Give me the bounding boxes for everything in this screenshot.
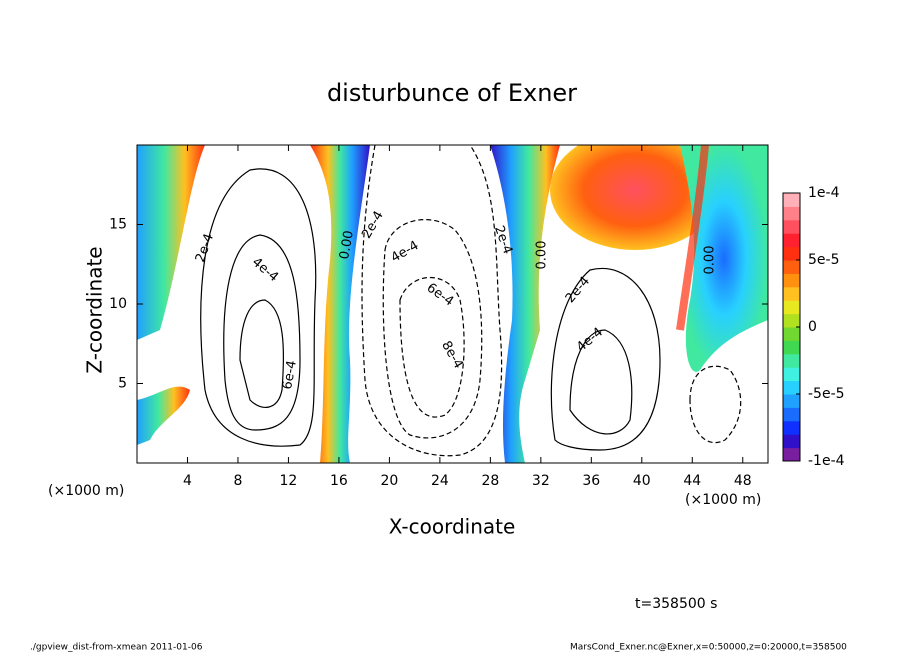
contour-label: 8e-4 (438, 339, 466, 372)
contour-label: 2e-4 (359, 209, 387, 242)
colorbar-band (783, 300, 800, 315)
field-region (310, 145, 370, 463)
colorbar-band (783, 327, 800, 341)
field-region (137, 145, 205, 340)
x-unit: (×1000 m) (48, 483, 124, 499)
y-tick-label: 15 (109, 217, 127, 233)
x-tick-label: 20 (380, 473, 398, 489)
colorbar-band (783, 219, 800, 234)
colorbar-band (783, 434, 800, 449)
time-label: t=358500 s (635, 596, 717, 612)
x-tick-label: 48 (734, 473, 752, 489)
x-tick-label: 28 (481, 473, 499, 489)
colorbar-band (783, 447, 800, 462)
colorbar-band (783, 353, 800, 368)
footer-right: MarsCond_Exner.nc@Exner,x=0:50000,z=0:20… (570, 643, 847, 653)
y-tick-label: 5 (118, 376, 127, 392)
colorbar-band (783, 394, 800, 408)
colorbar-tick-label: -5e-5 (808, 386, 845, 402)
colorbar-band (783, 260, 800, 274)
colorbar-band (783, 273, 800, 288)
y-tick-label: 10 (109, 296, 127, 312)
x-tick-label: 24 (431, 473, 449, 489)
field-region (137, 386, 190, 445)
colorbar-band (783, 286, 800, 301)
colorbar-band (783, 407, 800, 422)
contour-label: 6e-4 (280, 359, 300, 390)
x-tick-label: 16 (330, 473, 348, 489)
x-tick-label: 12 (280, 473, 298, 489)
colorbar-band (783, 233, 800, 248)
field-region (490, 145, 560, 463)
colorbar-band (783, 380, 800, 395)
colorbar-band (783, 206, 800, 221)
field (137, 145, 768, 463)
colorbar-tick-label: 1e-4 (808, 185, 840, 201)
colorbar-band (783, 193, 800, 207)
colorbar-band (783, 340, 800, 355)
x-tick-label: 36 (582, 473, 600, 489)
contour-lines (200, 168, 661, 451)
x-axis-title: X-coordinate (389, 515, 516, 539)
y-axis-title: Z-coordinate (83, 246, 107, 373)
x-tick-label: 44 (683, 473, 701, 489)
contour-label: 2e-4 (193, 232, 217, 265)
colorbar-band (783, 367, 800, 382)
contour-label: 0.00 (535, 241, 550, 270)
colorbar-band (783, 420, 800, 435)
x-tick-label: 8 (233, 473, 242, 489)
contour-label: 4e-4 (574, 325, 606, 355)
colorbar-tick-label: -1e-4 (808, 453, 845, 469)
contour-label: 2e-4 (563, 274, 593, 306)
x-tick-label: 40 (633, 473, 651, 489)
x-unit: (×1000 m) (685, 492, 761, 508)
contour-label: 4e-4 (389, 238, 422, 266)
contour-label: 6e-4 (424, 280, 457, 309)
colorbar-tick-label: 0 (808, 319, 817, 335)
x-tick-label: 4 (183, 473, 192, 489)
contour-lines (361, 145, 742, 457)
field-region (676, 145, 709, 331)
colorbar-band (783, 313, 800, 328)
colorbar-band (783, 246, 800, 261)
contour-label: 4e-4 (249, 255, 281, 285)
field-region (550, 145, 720, 250)
x-tick-label: 32 (532, 473, 550, 489)
colorbar-tick-label: 5e-5 (808, 252, 839, 268)
contour-label: 0.00 (703, 246, 718, 275)
contour-label: 0.00 (337, 229, 357, 260)
chart-title: disturbunce of Exner (327, 79, 577, 107)
footer-left: ./gpview_dist-from-xmean 2011-01-06 (30, 643, 203, 653)
